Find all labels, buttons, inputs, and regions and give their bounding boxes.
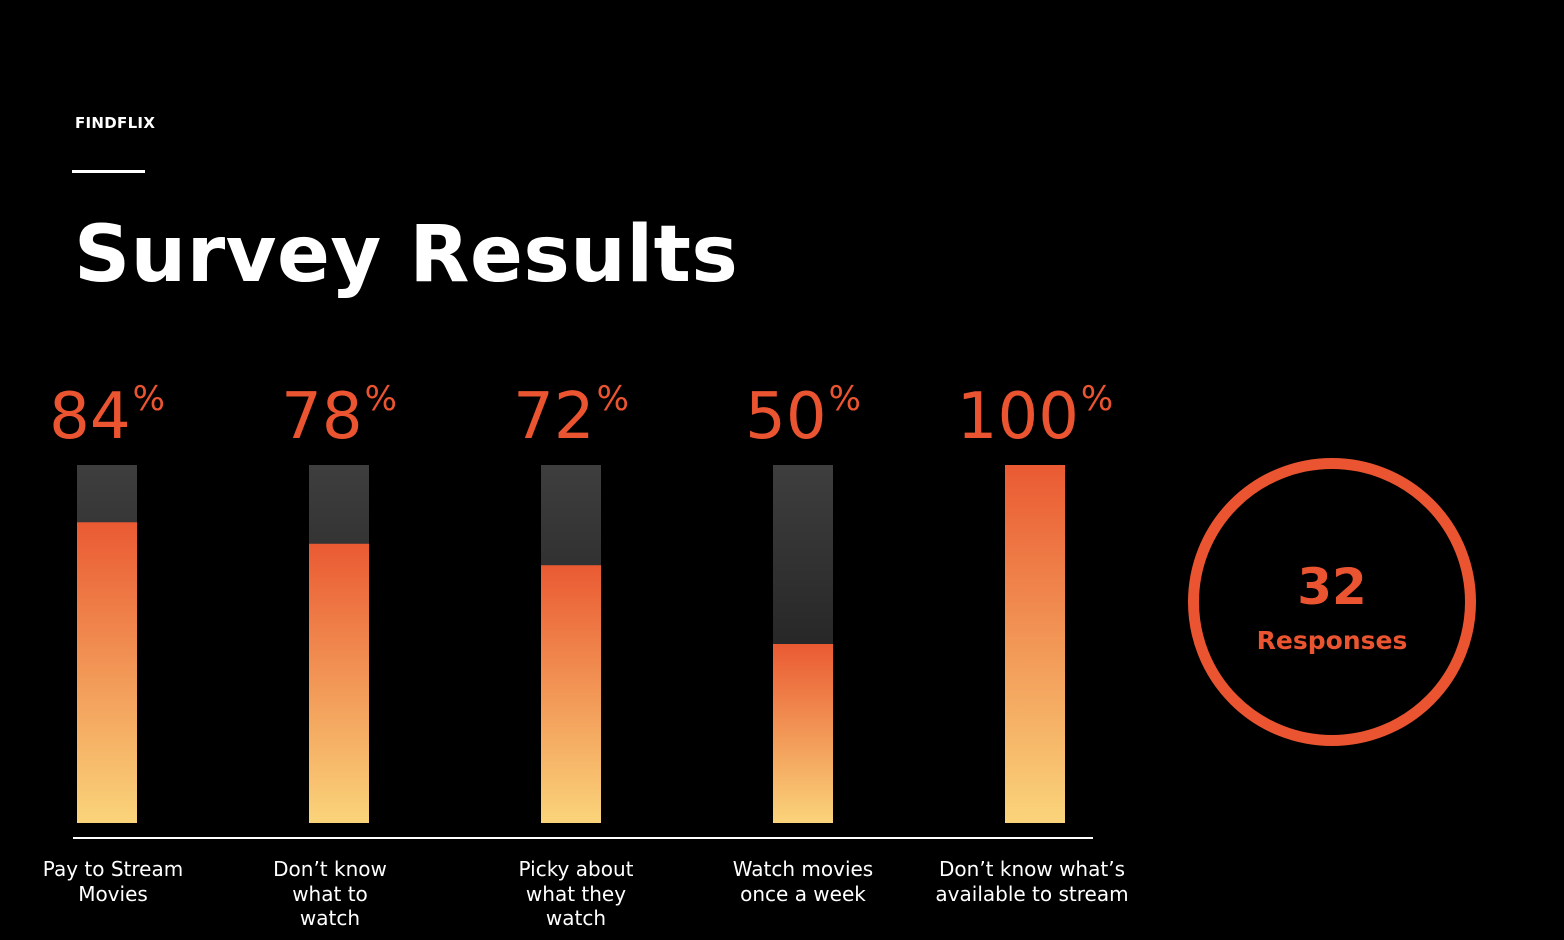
category-label-line: what to	[292, 881, 368, 906]
category-label-line: Don’t know what’s	[939, 857, 1125, 881]
brand-divider	[72, 170, 145, 173]
bar-value: 78	[281, 380, 362, 454]
responses-label: Responses	[1256, 626, 1408, 655]
bar-value-unit: %	[133, 379, 165, 419]
category-label-line: Watch movies	[732, 857, 874, 881]
brand-name: FINDFLIX	[75, 114, 156, 132]
category-label: Picky about what they watch	[476, 857, 676, 931]
category-label: Pay to Stream Movies	[13, 857, 213, 906]
category-label: Don’t know what to watch	[230, 857, 430, 931]
page-title: Survey Results	[74, 210, 739, 300]
responses-count: 32	[1297, 558, 1367, 616]
bar	[541, 565, 601, 823]
bar-value-label: 84%	[49, 379, 165, 454]
bar-value: 50	[745, 380, 826, 454]
category-label-line: what they	[525, 881, 627, 906]
bar-value-label: 72%	[513, 379, 629, 454]
category-label: Don’t know what’s available to stream	[932, 857, 1132, 906]
bar-value: 84	[49, 380, 130, 454]
bar-value-label: 50%	[745, 379, 861, 454]
category-label-line: watch	[299, 906, 361, 930]
bar	[77, 522, 137, 823]
category-label-line: available to stream	[935, 881, 1129, 906]
category-label-line: Don’t know	[273, 857, 387, 881]
responses-badge: 32 Responses	[1188, 458, 1476, 746]
bar-value: 72	[513, 380, 594, 454]
category-label: Watch movies once a week	[703, 857, 903, 906]
bar-value: 100	[957, 380, 1079, 454]
bar-value-unit: %	[1081, 379, 1113, 419]
bar-value-unit: %	[829, 379, 861, 419]
category-label-line: Pay to Stream	[42, 857, 184, 881]
category-label-line: once a week	[740, 881, 866, 906]
bar	[1005, 465, 1065, 823]
category-label-line: Movies	[78, 881, 148, 906]
category-label-line: watch	[545, 906, 607, 930]
bar-value-unit: %	[597, 379, 629, 419]
bar-value-label: 100%	[957, 379, 1113, 454]
bar-value-unit: %	[365, 379, 397, 419]
category-label-line: Picky about	[518, 857, 634, 881]
bar-value-label: 78%	[281, 379, 397, 454]
bar	[773, 644, 833, 823]
bar	[309, 543, 369, 823]
